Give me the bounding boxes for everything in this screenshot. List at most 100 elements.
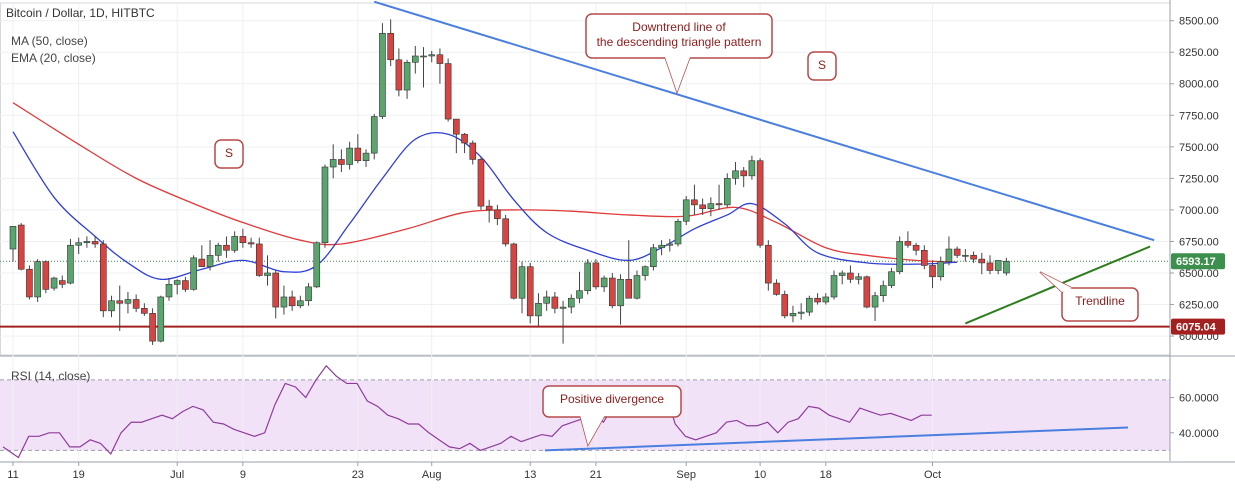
current-price-badge: 6593.17 [1176, 256, 1216, 268]
time-tick-label: 21 [590, 469, 602, 481]
candle-body [953, 248, 961, 256]
candle-body [691, 199, 698, 206]
downtrend-line [373, 0, 1155, 242]
candle-body [469, 142, 477, 160]
candle-body [329, 159, 337, 168]
candle-body [395, 59, 403, 91]
ema20-line [12, 131, 958, 280]
candle-body [17, 224, 25, 270]
price-tick-label: 8000.00 [1179, 79, 1219, 91]
candle-body [362, 152, 370, 162]
trendline-callout-text: Trendline [1075, 294, 1125, 308]
candle-body [994, 260, 1002, 271]
candle-body [223, 244, 230, 251]
candle-body [666, 243, 674, 246]
time-tick-label: 10 [754, 469, 766, 481]
price-tick-label: 8500.00 [1179, 16, 1219, 28]
time-tick-label: Jul [170, 469, 184, 481]
candle-body [297, 300, 304, 307]
candle-body [781, 294, 789, 317]
s-left-label-box [214, 139, 244, 169]
downtrend-callout-text: Downtrend line of [632, 20, 726, 34]
candle-body [206, 255, 214, 267]
price-tick-label: 7000.00 [1179, 205, 1219, 217]
candle-body [75, 242, 82, 246]
candle-body [67, 244, 74, 284]
candle-body [674, 220, 682, 245]
candle-body [42, 261, 50, 290]
candle-body [986, 262, 994, 271]
candle-body [305, 286, 312, 302]
downtrend-callout-pointer-cover [665, 57, 690, 92]
candle-body [929, 265, 936, 278]
price-tick-label: 8250.00 [1179, 47, 1219, 59]
candle-body [346, 147, 353, 165]
candle-body [650, 247, 657, 267]
candle-body [477, 159, 485, 207]
s-left-label-text: S [225, 146, 233, 160]
candle-body [600, 277, 608, 288]
candle-body [173, 280, 181, 285]
candle-body [699, 204, 706, 209]
ema-legend: EMA (20, close) [11, 51, 96, 65]
candle-body [543, 296, 550, 304]
ma50-line [12, 102, 958, 263]
candle-body [707, 203, 715, 209]
support-price-badge-bg [1171, 318, 1225, 335]
candles [9, 19, 1010, 345]
time-tick-label: Sep [676, 469, 696, 481]
candle-body [797, 311, 805, 314]
candle-body [592, 262, 600, 288]
time-tick-label: Aug [422, 469, 442, 481]
candle-body [198, 258, 206, 267]
price-tick-label: 6500.00 [1179, 268, 1219, 280]
candle-body [773, 282, 780, 295]
support-price-badge: 6075.04 [1176, 322, 1217, 334]
rsi-divergence-line [544, 426, 1129, 452]
time-tick-label: Oct [924, 469, 941, 481]
s-right-label-text: S [818, 58, 826, 72]
chart-title: Bitcoin / Dollar, 1D, HITBTC [6, 6, 155, 20]
candle-body [789, 313, 797, 317]
time-tick-label: 19 [73, 469, 85, 481]
price-tick-label: 7500.00 [1179, 142, 1219, 154]
candle-body [403, 61, 411, 91]
price-axis[interactable]: 8500.00 8250.00 8000.00 7750.00 7500.00 7250.… [1169, 0, 1225, 461]
candle-body [962, 255, 969, 257]
candle-body [313, 242, 321, 288]
candle-body [182, 280, 189, 290]
downtrend-callout-text: the descending triangle pattern [597, 35, 762, 49]
candle-body [723, 178, 731, 206]
candle-body [888, 271, 895, 286]
divergence-callout-pointer-cover [580, 415, 605, 445]
candle-body [748, 160, 756, 177]
candle-body [247, 242, 255, 245]
candle-body [904, 241, 912, 246]
candle-body [526, 266, 534, 317]
candle-body [830, 275, 838, 298]
candle-body [617, 279, 624, 307]
candle-body [567, 297, 575, 308]
ma-legend: MA (50, close) [11, 34, 88, 48]
candle-body [551, 296, 559, 309]
time-axis[interactable]: 11 19 Jul 9 23 Aug 13 21 Sep 10 18 Oct [0, 461, 1235, 481]
candle-body [633, 275, 641, 299]
candle-body [641, 266, 649, 276]
candle-body [231, 236, 238, 251]
current-price-badge-bg [1171, 253, 1225, 270]
candle-body [485, 205, 493, 211]
candle-body [100, 243, 107, 312]
time-tick-label: 11 [7, 469, 18, 481]
time-tick-label: 18 [820, 469, 832, 481]
s-right-label-box [807, 51, 837, 81]
rsi-tick-label: 40.0000 [1179, 428, 1219, 440]
s-right-label: S [807, 51, 837, 81]
trendline-callout: Trendline [1039, 271, 1139, 322]
candle-body [149, 313, 156, 342]
candle-body [411, 55, 419, 63]
candle-body [921, 249, 928, 266]
candle-body [1003, 260, 1010, 274]
candle-body [740, 170, 747, 177]
candle-body [157, 296, 165, 342]
